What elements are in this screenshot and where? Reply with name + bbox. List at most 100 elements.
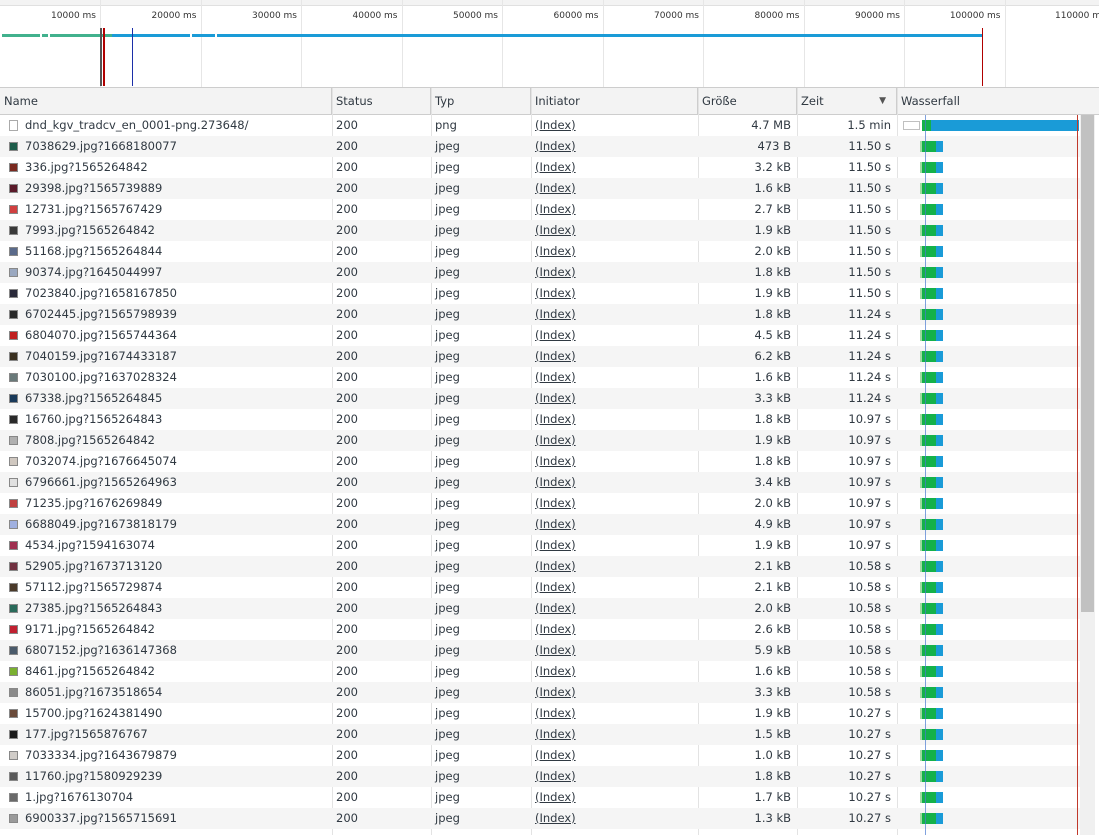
column-header-waterfall[interactable]: Wasserfall (897, 88, 1099, 115)
table-row[interactable]: 1.jpg?1676130704 200 jpeg (Index) 1.7 kB 10.2… (0, 787, 1080, 808)
table-row[interactable]: 52905.jpg?1673713120 200 jpeg (Index) 2.1 kB… (0, 556, 1080, 577)
request-name-cell[interactable]: 6688049.jpg?1673818179 (0, 514, 332, 535)
table-row[interactable]: dnd_kgv_tradcv_en_0001-png.273648/200 png… (0, 115, 1080, 136)
initiator-link[interactable]: (Index) (535, 685, 576, 699)
waterfall-cell[interactable] (897, 598, 1080, 619)
request-name-cell[interactable]: 1.jpg?1676130704 (0, 787, 332, 808)
request-name-cell[interactable]: 52905.jpg?1673713120 (0, 556, 332, 577)
request-name-cell[interactable]: 86051.jpg?1673518654 (0, 682, 332, 703)
table-row[interactable]: 67338.jpg?1565264845 200 jpeg (Index) 3.3 kB… (0, 388, 1080, 409)
waterfall-cell[interactable] (897, 556, 1080, 577)
request-name-cell[interactable]: 11760.jpg?1580929239 (0, 766, 332, 787)
waterfall-cell[interactable] (897, 703, 1080, 724)
request-name-cell[interactable]: 29398.jpg?1565739889 (0, 178, 332, 199)
waterfall-cell[interactable] (897, 787, 1080, 808)
request-name-cell[interactable]: 7040159.jpg?1674433187 (0, 346, 332, 367)
initiator-link[interactable]: (Index) (535, 601, 576, 615)
waterfall-cell[interactable] (897, 325, 1080, 346)
waterfall-cell[interactable] (897, 115, 1080, 136)
request-name-cell[interactable]: 7023840.jpg?1658167850 (0, 283, 332, 304)
request-name-cell[interactable]: 57112.jpg?1565729874 (0, 577, 332, 598)
request-name-cell[interactable]: 7030100.jpg?1637028324 (0, 367, 332, 388)
waterfall-cell[interactable] (897, 577, 1080, 598)
table-row[interactable]: 6688049.jpg?1673818179 200 jpeg (Index) 4.9 … (0, 514, 1080, 535)
initiator-link[interactable]: (Index) (535, 454, 576, 468)
initiator-link[interactable]: (Index) (535, 664, 576, 678)
table-row[interactable]: 177.jpg?1565876767 200 jpeg (Index) 1.5 kB 10… (0, 724, 1080, 745)
table-row[interactable]: 6804070.jpg?1565744364 200 jpeg (Index) 4.5 … (0, 325, 1080, 346)
column-header-initiator[interactable]: Initiator (531, 88, 698, 115)
table-row[interactable]: 4534.jpg?1594163074 200 jpeg (Index) 1.9 kB 1… (0, 535, 1080, 556)
table-row[interactable]: 6900337.jpg?1565715691 200 jpeg (Index) 1.3 … (0, 808, 1080, 829)
initiator-link[interactable]: (Index) (535, 727, 576, 741)
table-row[interactable]: 7993.jpg?1565264842 200 jpeg (Index) 1.9 kB 1… (0, 220, 1080, 241)
table-row[interactable]: 12731.jpg?1565767429 200 jpeg (Index) 2.7 kB… (0, 199, 1080, 220)
initiator-link[interactable]: (Index) (535, 349, 576, 363)
column-header-time[interactable]: Zeit ▼ (797, 88, 897, 115)
table-row[interactable]: 15700.jpg?1624381490 200 jpeg (Index) 1.9 kB… (0, 703, 1080, 724)
table-row[interactable]: 11760.jpg?1580929239 200 jpeg (Index) 1.8 kB… (0, 766, 1080, 787)
initiator-link[interactable]: (Index) (535, 139, 576, 153)
request-name-cell[interactable]: 15700.jpg?1624381490 (0, 703, 332, 724)
table-row[interactable]: 7030100.jpg?1637028324 200 jpeg (Index) 1.6 … (0, 367, 1080, 388)
request-name-cell[interactable]: 12731.jpg?1565767429 (0, 199, 332, 220)
initiator-link[interactable]: (Index) (535, 769, 576, 783)
waterfall-cell[interactable] (897, 745, 1080, 766)
request-name-cell[interactable]: 7033334.jpg?1643679879 (0, 745, 332, 766)
initiator-link[interactable]: (Index) (535, 748, 576, 762)
request-name-cell[interactable]: 6804070.jpg?1565744364 (0, 325, 332, 346)
waterfall-cell[interactable] (897, 724, 1080, 745)
request-name-cell[interactable]: 16760.jpg?1565264843 (0, 409, 332, 430)
table-row[interactable]: 6807152.jpg?1636147368 200 jpeg (Index) 5.9 … (0, 640, 1080, 661)
table-row[interactable]: 7032074.jpg?1676645074 200 jpeg (Index) 1.8 … (0, 451, 1080, 472)
table-row[interactable]: 57112.jpg?1565729874 200 jpeg (Index) 2.1 kB… (0, 577, 1080, 598)
initiator-link[interactable]: (Index) (535, 223, 576, 237)
initiator-link[interactable]: (Index) (535, 811, 576, 825)
request-name-cell[interactable]: 7993.jpg?1565264842 (0, 220, 332, 241)
table-row[interactable]: 7023840.jpg?1658167850 200 jpeg (Index) 1.9 … (0, 283, 1080, 304)
waterfall-cell[interactable] (897, 388, 1080, 409)
request-name-cell[interactable]: 6900337.jpg?1565715691 (0, 808, 332, 829)
table-row[interactable]: 7033334.jpg?1643679879 200 jpeg (Index) 1.0 … (0, 745, 1080, 766)
table-row[interactable]: 90374.jpg?1645044997 200 jpeg (Index) 1.8 kB… (0, 262, 1080, 283)
initiator-link[interactable]: (Index) (535, 181, 576, 195)
table-scrollbar[interactable] (1080, 115, 1095, 835)
waterfall-cell[interactable] (897, 262, 1080, 283)
request-name-cell[interactable]: 51168.jpg?1565264844 (0, 241, 332, 262)
waterfall-cell[interactable] (897, 472, 1080, 493)
waterfall-cell[interactable] (897, 514, 1080, 535)
column-header-type[interactable]: Typ (431, 88, 531, 115)
initiator-link[interactable]: (Index) (535, 433, 576, 447)
initiator-link[interactable]: (Index) (535, 118, 576, 132)
initiator-link[interactable]: (Index) (535, 307, 576, 321)
request-name-cell[interactable]: 90374.jpg?1645044997 (0, 262, 332, 283)
waterfall-cell[interactable] (897, 661, 1080, 682)
initiator-link[interactable]: (Index) (535, 160, 576, 174)
table-row[interactable]: 8461.jpg?1565264842 200 jpeg (Index) 1.6 kB 1… (0, 661, 1080, 682)
table-row[interactable]: 336.jpg?1565264842 200 jpeg (Index) 3.2 kB 11… (0, 157, 1080, 178)
waterfall-cell[interactable] (897, 640, 1080, 661)
request-name-cell[interactable]: 7038629.jpg?1668180077 (0, 136, 332, 157)
table-row[interactable]: 71235.jpg?1676269849 200 jpeg (Index) 2.0 kB… (0, 493, 1080, 514)
request-name-cell[interactable]: 336.jpg?1565264842 (0, 157, 332, 178)
table-row[interactable]: 86051.jpg?1673518654 200 jpeg (Index) 3.3 kB… (0, 682, 1080, 703)
request-name-cell[interactable]: 4534.jpg?1594163074 (0, 535, 332, 556)
initiator-link[interactable]: (Index) (535, 286, 576, 300)
overview-timeline[interactable]: 10000 ms 20000 ms 30000 ms 40000 ms 50000 ms… (0, 0, 1099, 88)
table-row[interactable]: 6702445.jpg?1565798939 200 jpeg (Index) 1.8 … (0, 304, 1080, 325)
request-name-cell[interactable]: 71235.jpg?1676269849 (0, 493, 332, 514)
waterfall-cell[interactable] (897, 178, 1080, 199)
request-name-cell[interactable]: 6807152.jpg?1636147368 (0, 640, 332, 661)
initiator-link[interactable]: (Index) (535, 580, 576, 594)
table-row[interactable]: 9171.jpg?1565264842 200 jpeg (Index) 2.6 kB 1… (0, 619, 1080, 640)
table-row[interactable]: 51168.jpg?1565264844 200 jpeg (Index) 2.0 kB… (0, 241, 1080, 262)
initiator-link[interactable]: (Index) (535, 370, 576, 384)
waterfall-cell[interactable] (897, 451, 1080, 472)
initiator-link[interactable]: (Index) (535, 391, 576, 405)
waterfall-cell[interactable] (897, 535, 1080, 556)
waterfall-cell[interactable] (897, 409, 1080, 430)
column-header-name[interactable]: Name (0, 88, 332, 115)
waterfall-cell[interactable] (897, 220, 1080, 241)
column-header-status[interactable]: Status (332, 88, 431, 115)
initiator-link[interactable]: (Index) (535, 496, 576, 510)
